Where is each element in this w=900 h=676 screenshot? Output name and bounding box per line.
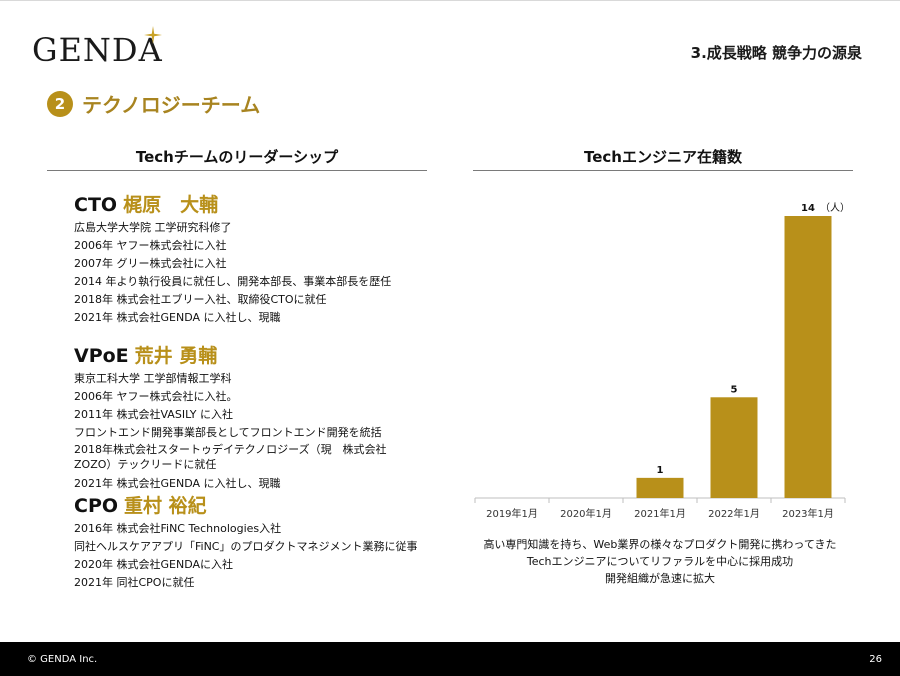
leader-vpoe: VPoE 荒井 勇輔 東京工科大学 工学部情報工学科 2006年 ヤフー株式会社に…	[74, 344, 444, 493]
page-title: テクノロジーチーム	[82, 93, 261, 117]
history-line: 2021年 株式会社GENDA に入社し、現職	[74, 311, 281, 324]
section-label: 3.成長戦略 競争力の源泉	[690, 44, 862, 62]
engineer-count-heading: Techエンジニア在籍数	[584, 148, 742, 166]
caption-line: 高い専門知識を持ち、Web業界の様々なプロダクト開発に携わってきた	[483, 538, 837, 551]
data-label: 14	[801, 203, 815, 214]
caption-line: 開発組織が急速に拡大	[605, 572, 715, 585]
history-line: 広島大学大学院 工学研究科修了	[74, 221, 232, 234]
leader-person: 梶原 大輔	[123, 194, 219, 216]
caption-line: Techエンジニアについてリファラルを中心に採用成功	[526, 555, 794, 568]
bar	[710, 397, 758, 498]
genda-logo: GENDA	[32, 26, 172, 72]
spark-icon	[144, 26, 162, 44]
x-tick-label: 2020年1月	[560, 507, 612, 520]
leader-cto: CTO 梶原 大輔 広島大学大学院 工学研究科修了 2006年 ヤフー株式会社に入…	[74, 193, 444, 327]
data-label: 5	[731, 384, 738, 395]
leader-role: CTO	[74, 194, 118, 216]
history-line: 2016年 株式会社FiNC Technologies入社	[74, 522, 282, 535]
history-line: 2011年 株式会社VASILY に入社	[74, 408, 233, 421]
history-line: 2021年 株式会社GENDA に入社し、現職	[74, 477, 281, 490]
history-line: 2014 年より執行役員に就任し、開発本部長、事業本部長を歴任	[74, 275, 392, 288]
leader-cpo: CPO 重村 裕紀 2016年 株式会社FiNC Technologies入社 同…	[74, 494, 444, 592]
unit-label: （人）	[820, 202, 850, 214]
history-line: フロントエンド開発事業部長としてフロントエンド開発を統括	[74, 426, 382, 439]
x-tick-label: 2023年1月	[782, 507, 834, 520]
leader-person: 荒井 勇輔	[134, 345, 218, 367]
x-tick-label: 2021年1月	[634, 507, 686, 520]
history-line: 2018年 株式会社エブリー入社、取締役CTOに就任	[74, 293, 327, 306]
history-line: 2020年 株式会社GENDAに入社	[74, 558, 233, 571]
bar	[784, 216, 832, 498]
history-line: 同社ヘルスケアアプリ「FiNC」のプロダクトマネジメント業務に従事	[74, 540, 418, 553]
x-tick-label: 2019年1月	[486, 507, 538, 520]
top-divider	[0, 0, 900, 1]
leader-name: CPO 重村 裕紀	[74, 494, 444, 518]
section-number-badge: 2	[47, 91, 73, 117]
footer-bar: © GENDA Inc. 26	[0, 642, 900, 676]
leader-role: VPoE	[74, 345, 129, 367]
history-line: 2006年 ヤフー株式会社に入社	[74, 239, 227, 252]
chart-caption: 高い専門知識を持ち、Web業界の様々なプロダクト開発に携わってきた Techエン…	[470, 536, 850, 587]
leader-role: CPO	[74, 495, 119, 517]
leader-name: VPoE 荒井 勇輔	[74, 344, 444, 368]
history-line: 2018年株式会社スタートゥデイテクノロジーズ（現 株式会社ZOZO）テックリー…	[74, 443, 387, 471]
engineer-count-chart: 2019年1月 2020年1月 1 2021年1月 5 2022年1月 14 2023年1月 （…	[474, 202, 850, 520]
x-tick-label: 2022年1月	[708, 507, 760, 520]
history-line: 2007年 グリー株式会社に入社	[74, 257, 227, 270]
leader-name: CTO 梶原 大輔	[74, 193, 444, 217]
engineer-count-heading-rule	[473, 170, 853, 171]
logo-text: GENDA	[32, 31, 163, 69]
history-line: 東京工科大学 工学部情報工学科	[74, 372, 232, 385]
page-number: 26	[869, 654, 882, 665]
leader-person: 重村 裕紀	[124, 495, 207, 517]
history-line: 2021年 同社CPOに就任	[74, 576, 195, 589]
copyright: © GENDA Inc.	[27, 654, 98, 665]
history-line: 2006年 ヤフー株式会社に入社。	[74, 390, 238, 403]
data-label: 1	[657, 465, 664, 476]
leadership-heading: Techチームのリーダーシップ	[135, 148, 339, 166]
leadership-heading-rule	[47, 170, 427, 171]
bar	[636, 477, 684, 498]
